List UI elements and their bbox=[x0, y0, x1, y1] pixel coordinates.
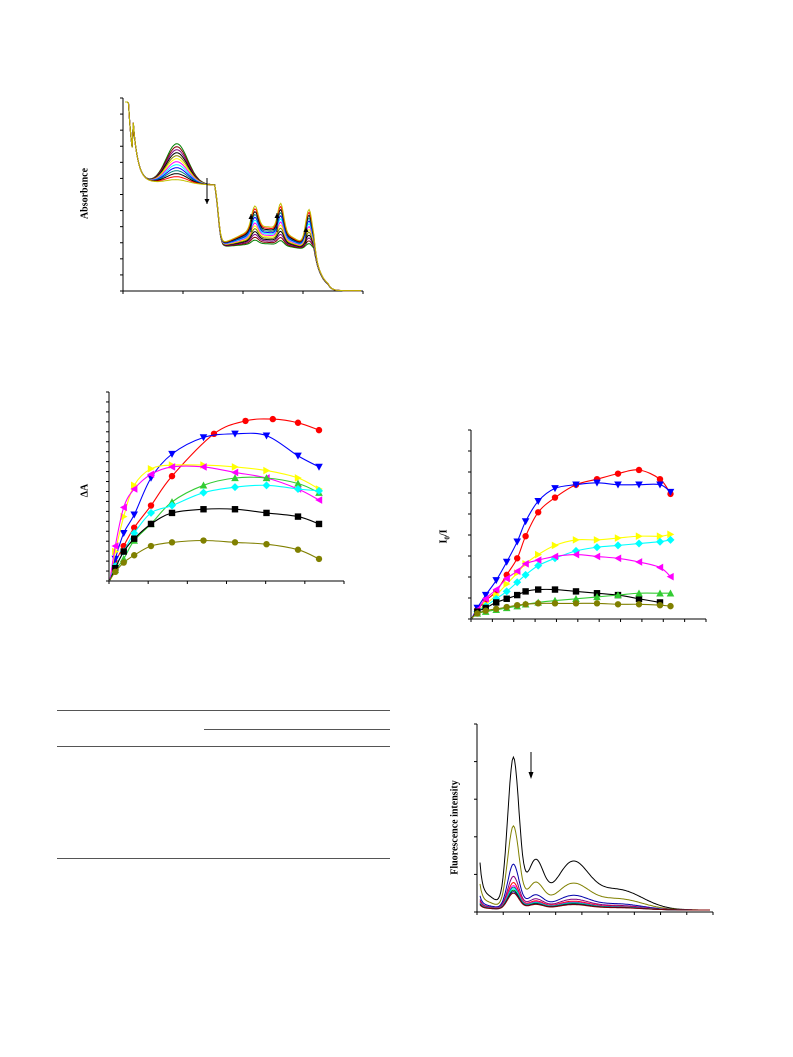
abs-series-line bbox=[125, 101, 361, 292]
table-top-rule bbox=[57, 710, 390, 711]
table-header-rule bbox=[57, 746, 390, 747]
abs-series-line bbox=[125, 101, 361, 292]
abs-series-line bbox=[125, 101, 361, 292]
abs-series-line bbox=[125, 101, 361, 292]
abs-series-line bbox=[125, 101, 361, 292]
abs-series-line bbox=[125, 101, 361, 292]
table-bottom-rule bbox=[57, 858, 390, 859]
abs-series-line bbox=[125, 101, 361, 292]
abs-series-line bbox=[125, 101, 361, 292]
abs-series-line bbox=[125, 101, 361, 292]
abs-arrow-down-head bbox=[204, 199, 210, 204]
abs-arrow-up-head bbox=[303, 227, 309, 232]
abs-arrow-up-head bbox=[248, 214, 254, 219]
abs-series-line bbox=[125, 101, 361, 292]
abs-arrow-up-head bbox=[274, 213, 280, 218]
table-sub-rule bbox=[204, 729, 390, 730]
abs-series-line bbox=[125, 101, 361, 292]
abs-series-line bbox=[125, 101, 361, 292]
abs-series-line bbox=[125, 101, 361, 292]
